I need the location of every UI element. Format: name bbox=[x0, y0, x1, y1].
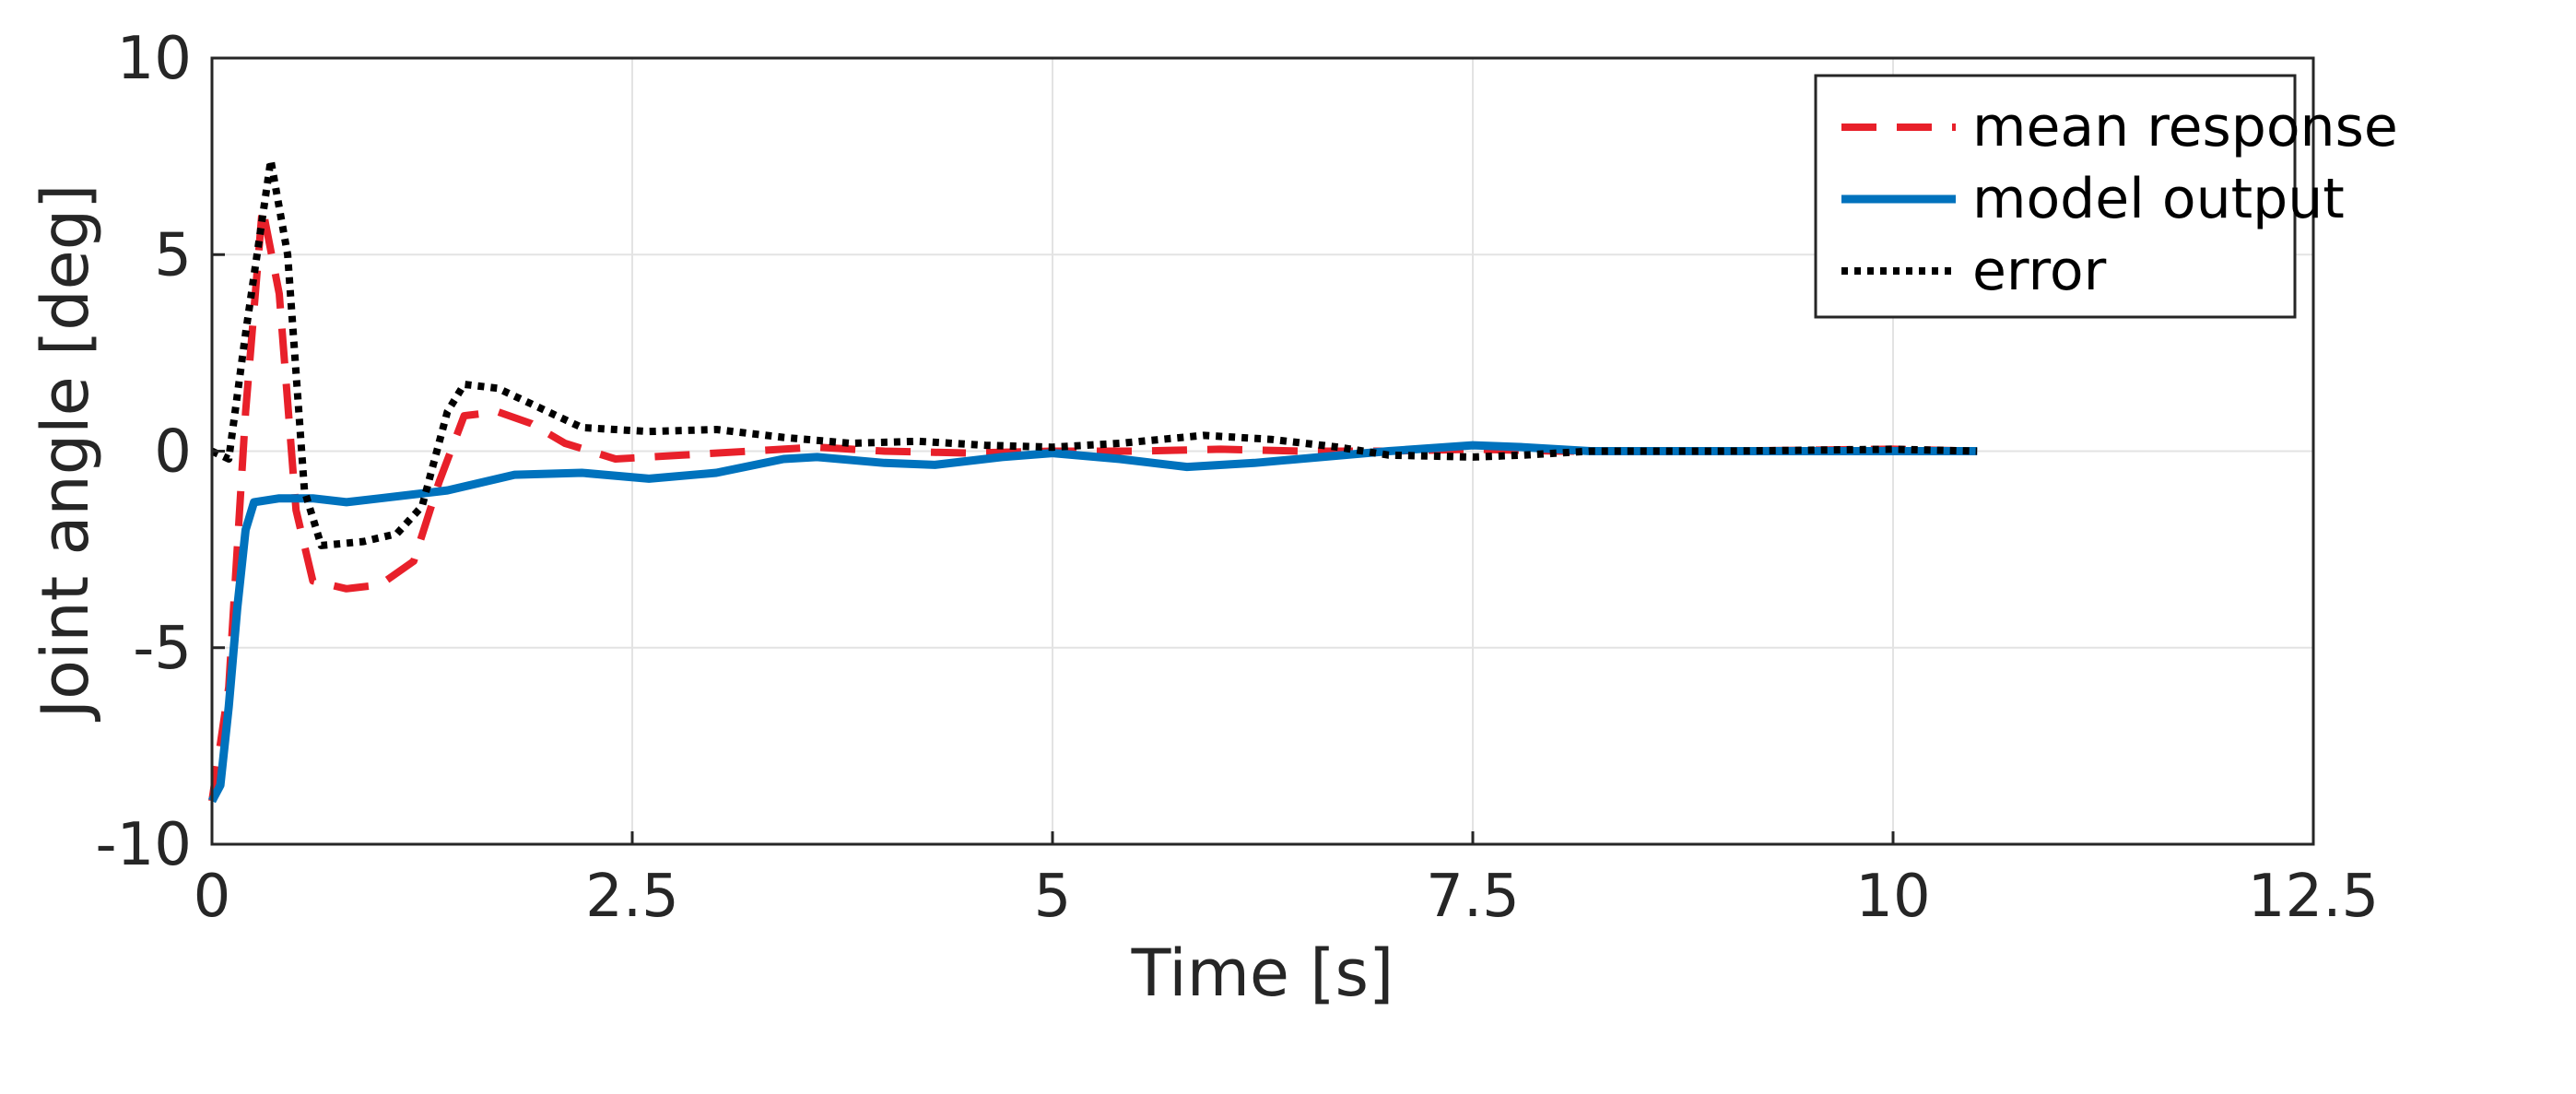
x-tick-label: 5 bbox=[1034, 863, 1072, 931]
legend-label: model output bbox=[1972, 167, 2345, 231]
x-axis: 0 2.5 5 7.5 10 12.5 bbox=[194, 831, 2380, 931]
legend: mean response model output error bbox=[1814, 74, 2398, 319]
series-line-model-output bbox=[208, 441, 1978, 804]
y-axis: -10 -5 0 5 10 bbox=[95, 25, 225, 879]
y-axis-label: Joint angle [deg] bbox=[28, 184, 103, 723]
plot-lines bbox=[208, 156, 1978, 804]
y-tick-label: 0 bbox=[154, 418, 192, 487]
series-line-error bbox=[210, 156, 1978, 549]
x-tick-label: 2.5 bbox=[585, 863, 679, 931]
legend-label: mean response bbox=[1972, 95, 2398, 159]
x-tick-label: 10 bbox=[1855, 863, 1930, 931]
series-line-mean-response bbox=[208, 204, 1978, 802]
x-axis-label: Time [s] bbox=[1131, 935, 1394, 1011]
y-tick-label: 10 bbox=[117, 25, 192, 93]
y-tick-label: 5 bbox=[154, 221, 192, 289]
y-tick-label: -10 bbox=[95, 811, 192, 879]
x-tick-label: 0 bbox=[194, 863, 231, 931]
x-tick-label: 12.5 bbox=[2248, 863, 2380, 931]
y-tick-label: -5 bbox=[133, 615, 192, 683]
legend-label: error bbox=[1972, 239, 2107, 303]
x-tick-label: 7.5 bbox=[1426, 863, 1520, 931]
